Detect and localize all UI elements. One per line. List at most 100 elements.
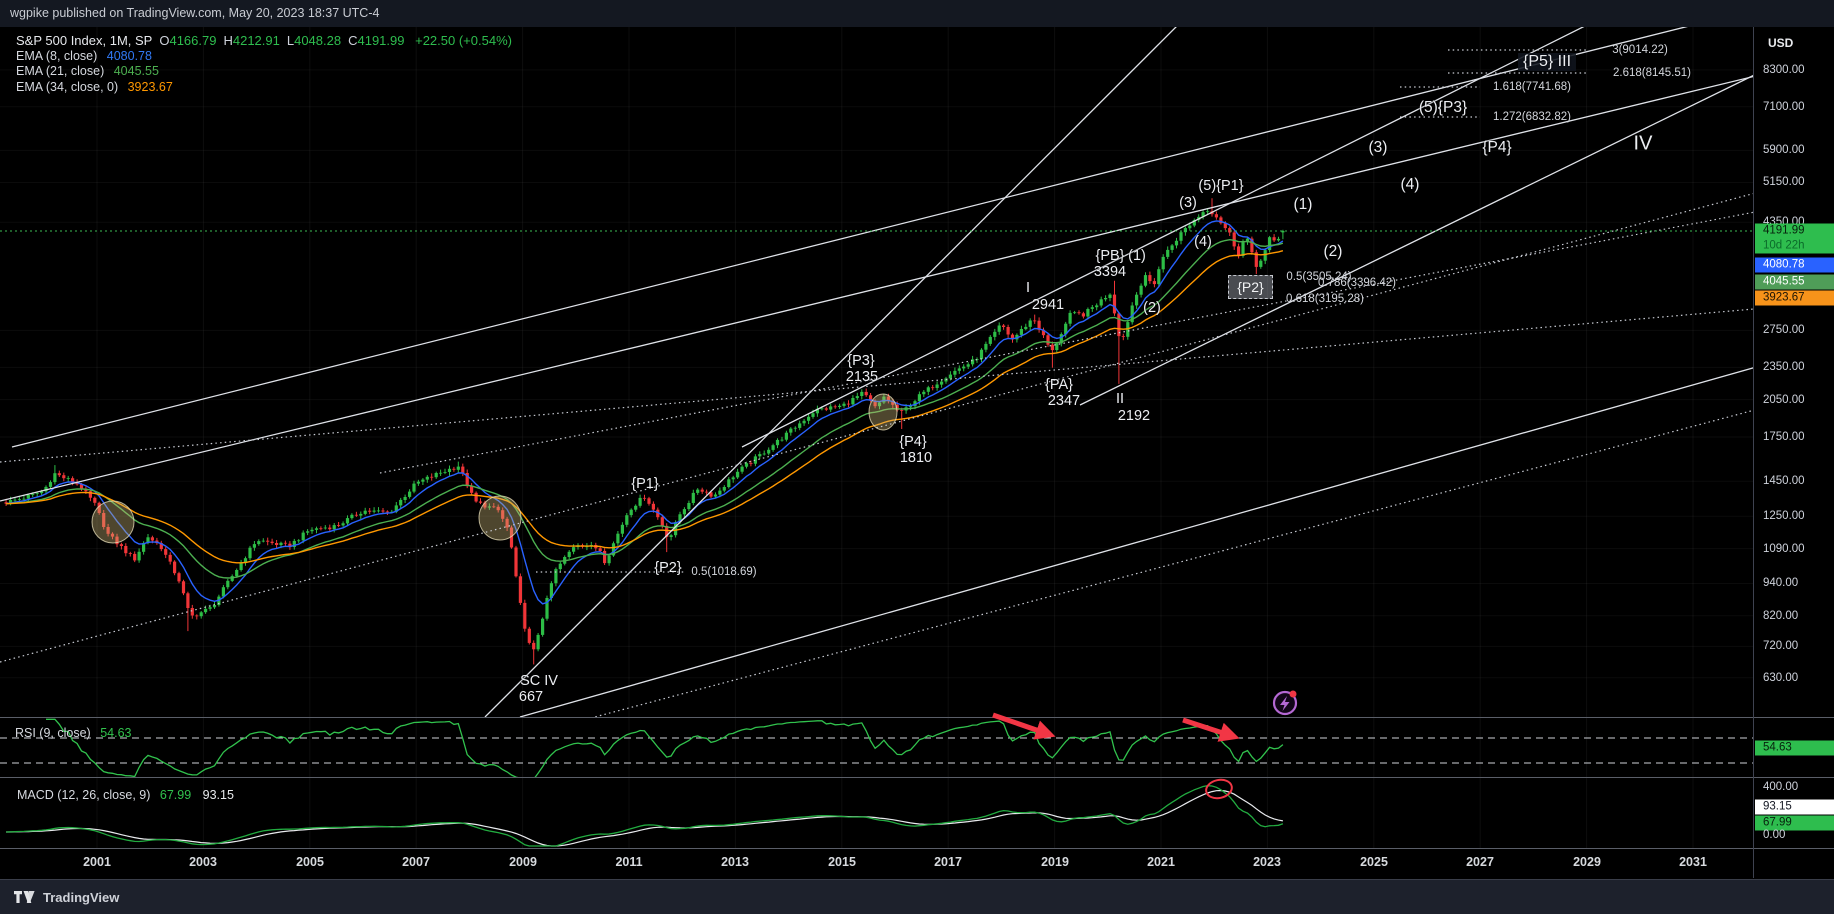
ema8-label: EMA (8, close) [16, 48, 98, 63]
trendline[interactable] [519, 345, 1834, 717]
rsi-annotation-arrow[interactable] [1182, 717, 1240, 742]
macd-value: 67.99 [159, 788, 192, 802]
fib-level-label[interactable]: 0.5(1018.69) [691, 566, 757, 578]
trendline[interactable] [0, 57, 1834, 502]
wave-label[interactable]: {PA} [1045, 377, 1073, 393]
wave-label[interactable]: (3) [1179, 195, 1197, 211]
trendline[interactable] [484, 0, 1203, 717]
wave-label[interactable]: {P4} [1482, 139, 1512, 156]
dotted-trendline[interactable] [0, 172, 1834, 663]
price-tick-label: 1250.00 [1763, 510, 1805, 522]
dotted-trendline[interactable] [379, 197, 1834, 474]
tradingview-logo-icon[interactable] [14, 890, 35, 905]
macd-axis-label: 0.00 [1763, 829, 1786, 841]
wave-label[interactable]: {P5} III [1517, 53, 1577, 71]
trendline[interactable] [1079, 36, 1834, 406]
fib-level-label[interactable]: 0.5(3505.24) [1286, 271, 1352, 283]
year-label: 2011 [615, 855, 643, 869]
wave-label[interactable]: (1) [1128, 248, 1146, 264]
legend-ema21-row[interactable]: EMA (21, close) 4045.55 [16, 64, 512, 80]
wave-label[interactable]: {P1} [631, 476, 659, 492]
wave-label[interactable]: SC IV [520, 673, 558, 689]
year-label: 2023 [1253, 855, 1281, 869]
ema21-label: EMA (21, close) [16, 64, 105, 78]
highlight-circle[interactable] [91, 500, 135, 544]
wave-label[interactable]: (2) [1323, 243, 1343, 260]
dotted-trendline[interactable] [300, 389, 1834, 795]
quote-value: 4048.28 [294, 33, 342, 48]
ideas-stream-icon[interactable] [1272, 690, 1298, 716]
wave-label[interactable]: 2192 [1117, 408, 1151, 424]
tradingview-brand[interactable]: TradingView [43, 890, 120, 905]
wave-label[interactable]: 3394 [1093, 264, 1127, 280]
fib-level-label[interactable]: 3(9014.22) [1612, 44, 1668, 56]
price-tick-label: 940.00 [1763, 577, 1799, 589]
wave-label[interactable]: {P2} [654, 560, 682, 576]
rsi-legend[interactable]: RSI (9, close) 54.63 [15, 726, 131, 740]
lightning-icon [1280, 696, 1290, 711]
year-label: 2031 [1679, 855, 1707, 869]
rsi-annotation-arrow[interactable] [992, 712, 1056, 740]
quote-key: C [348, 33, 358, 48]
legend-ema34-row[interactable]: EMA (34, close, 0) 3923.67 [16, 80, 512, 96]
fib-level-label[interactable]: 1.272(6832.82) [1492, 111, 1572, 123]
trendline[interactable] [741, 0, 1637, 448]
fib-level-label[interactable]: 0.786(3396.42) [1317, 277, 1397, 289]
ema21-value: 4045.55 [113, 64, 159, 78]
trendline[interactable] [11, 12, 1745, 448]
change-value: +22.50 (+0.54%) [415, 33, 512, 48]
wave-label[interactable]: 667 [518, 689, 544, 705]
ema8-value: 4080.78 [106, 48, 152, 63]
wave-label[interactable]: (1) [1293, 196, 1313, 213]
rsi-badge: 54.63 [1755, 740, 1834, 756]
wave-label[interactable]: (3) [1368, 139, 1388, 156]
wave-label[interactable]: II [1115, 391, 1125, 407]
wave-label[interactable]: (4) [1400, 176, 1420, 193]
year-label: 2027 [1466, 855, 1494, 869]
wave-label[interactable]: 2941 [1031, 297, 1065, 313]
price-tick-label: 1450.00 [1763, 475, 1805, 487]
price-badge: 10d 22h [1755, 238, 1834, 254]
wave-label[interactable]: 1810 [899, 450, 933, 466]
year-label: 2009 [509, 855, 537, 869]
price-tick-label: 1750.00 [1763, 431, 1805, 443]
fib-level-label[interactable]: 0.618(3195.28) [1285, 293, 1365, 305]
price-tick-label: 8300.00 [1763, 64, 1805, 76]
price-tick-label: 2750.00 [1763, 324, 1805, 336]
year-label: 2001 [83, 855, 111, 869]
wave-label[interactable]: 2135 [845, 369, 879, 385]
year-label: 2005 [296, 855, 324, 869]
wave-label-p2-box[interactable]: {P2} [1228, 275, 1273, 299]
highlight-circles [91, 393, 898, 544]
year-label: 2015 [828, 855, 856, 869]
price-tick-label: 720.00 [1763, 640, 1799, 652]
wave-label[interactable]: (5){P1} [1198, 178, 1244, 194]
macd-badge: 93.15 [1755, 799, 1834, 815]
fib-level-label[interactable]: 1.618(7741.68) [1492, 81, 1572, 93]
rsi-label: RSI (9, close) [15, 726, 91, 740]
wave-label[interactable]: IV [1633, 132, 1653, 155]
fib-level-label[interactable]: 2.618(8145.51) [1612, 67, 1692, 79]
wave-label[interactable]: {P4} [899, 434, 927, 450]
macd-highlight-circle[interactable] [1204, 777, 1233, 800]
wave-label[interactable]: {P3} [847, 353, 875, 369]
dotted-trendline[interactable] [0, 302, 1834, 463]
wave-label[interactable]: 2347 [1047, 393, 1081, 409]
candlesticks [4, 198, 1285, 665]
year-label: 2003 [189, 855, 217, 869]
ema34-label: EMA (34, close, 0) [16, 79, 119, 94]
highlight-circle[interactable] [868, 393, 898, 431]
legend-ema8-row[interactable]: EMA (8, close) 4080.78 [16, 49, 512, 65]
macd-legend[interactable]: MACD (12, 26, close, 9) 67.99 93.15 [17, 788, 234, 802]
wave-label[interactable]: (4) [1194, 234, 1212, 250]
price-badge: 4080.78 [1755, 257, 1834, 273]
highlight-circle[interactable] [478, 495, 522, 541]
wave-label[interactable]: (5){P3} [1418, 99, 1468, 116]
wave-label[interactable]: I [1025, 280, 1031, 296]
wave-label[interactable]: (2) [1143, 300, 1161, 316]
wave-label[interactable]: {PB} [1095, 248, 1125, 264]
notification-dot [1289, 690, 1297, 698]
legend-symbol-row[interactable]: S&P 500 Index, 1M, SP O4166.79 H4212.91 L40… [16, 33, 512, 49]
